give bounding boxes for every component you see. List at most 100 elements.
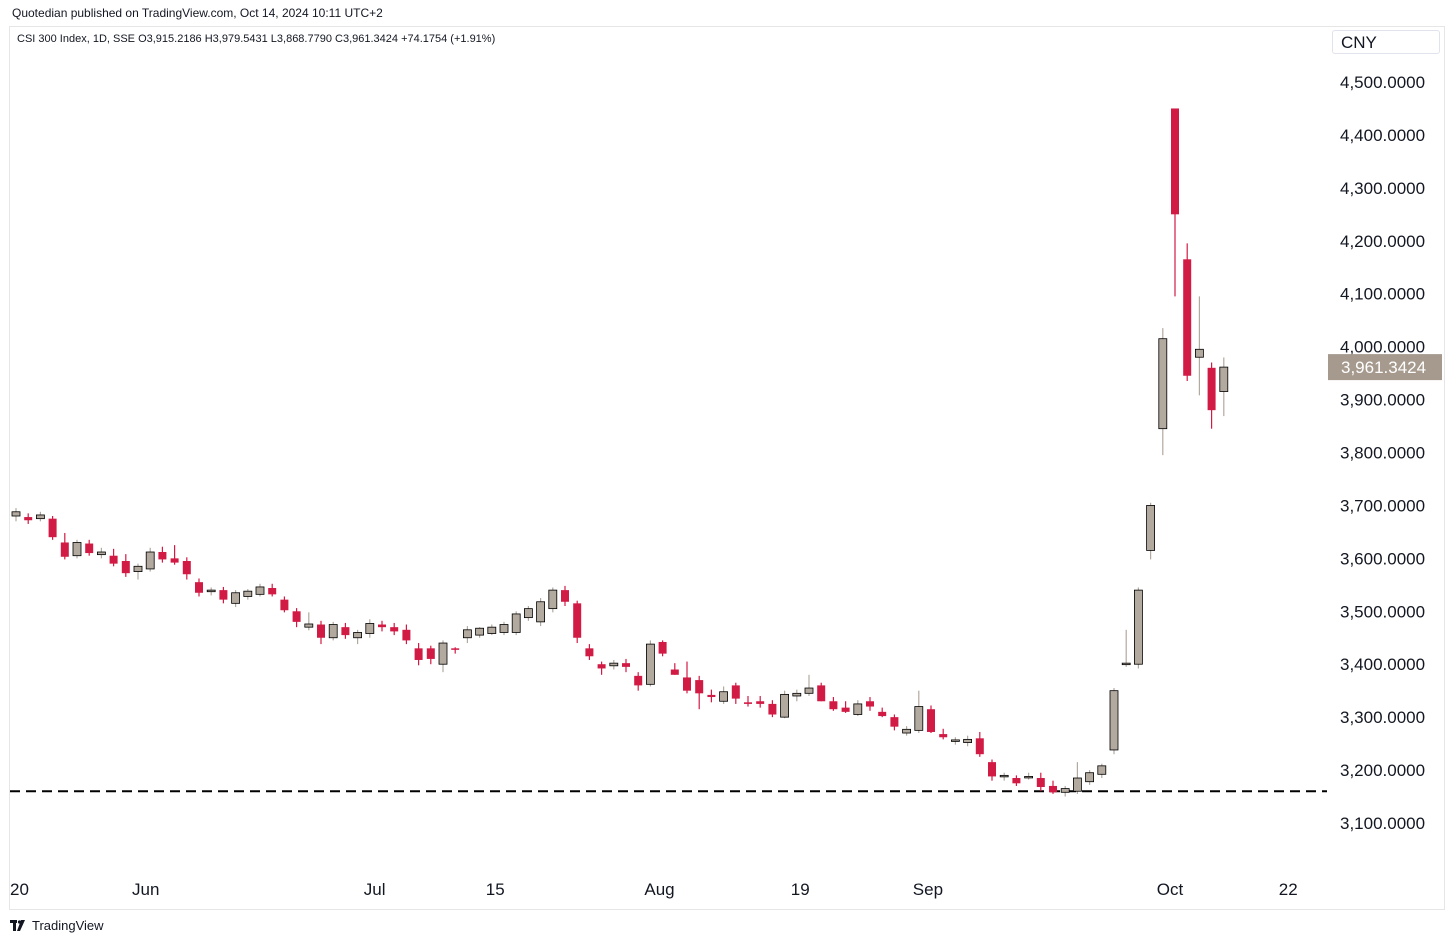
candle-body — [268, 587, 277, 595]
candle-body — [36, 514, 45, 520]
x-tick-label: Oct — [1157, 880, 1184, 899]
candle-body — [768, 703, 777, 715]
candle-body — [841, 707, 850, 712]
x-tick-label: Jun — [132, 880, 159, 899]
candle-body — [475, 627, 485, 636]
candle-body — [597, 664, 606, 669]
x-tick-label: Sep — [913, 880, 943, 899]
candle-body — [695, 680, 704, 694]
candle-body — [170, 558, 179, 563]
candle-body — [158, 552, 167, 560]
candle-body — [914, 706, 924, 731]
candle-body — [462, 629, 472, 639]
candle-body — [1060, 788, 1070, 793]
footer-brand: TradingView — [32, 918, 104, 933]
candle-body — [999, 774, 1009, 778]
candle-body — [24, 517, 33, 521]
y-tick-label: 4,500.0000 — [1340, 73, 1425, 92]
y-tick-label: 3,300.0000 — [1340, 708, 1425, 727]
candle-body — [451, 648, 460, 650]
candle-body — [402, 629, 411, 641]
y-tick-label: 4,400.0000 — [1340, 126, 1425, 145]
candle-body — [1049, 785, 1057, 793]
candle-body — [1036, 778, 1045, 788]
candle-body — [304, 623, 314, 628]
candle-body — [243, 590, 253, 597]
candle-body — [1183, 259, 1192, 376]
candle-body — [133, 565, 143, 572]
candle-body — [585, 648, 594, 657]
currency-button[interactable]: CNY — [1332, 30, 1440, 54]
y-tick-label: 4,200.0000 — [1340, 232, 1425, 251]
candle-body — [829, 701, 838, 710]
candle-body — [341, 627, 350, 636]
publish-line: Quotedian published on TradingView.com, … — [12, 6, 383, 20]
candle-body — [1121, 662, 1131, 666]
y-tick-label: 4,300.0000 — [1340, 179, 1425, 198]
candle-body — [414, 648, 423, 660]
last-price-label: 3,961.3424 — [1341, 358, 1426, 377]
candle-body — [85, 543, 94, 554]
candle-body — [683, 677, 691, 691]
y-tick-label: 3,100.0000 — [1340, 814, 1425, 833]
candle-body — [255, 586, 265, 595]
candle-body — [109, 555, 118, 564]
candle-body — [804, 687, 814, 694]
candle-body — [524, 608, 533, 619]
candle-body — [561, 590, 569, 602]
candle-body — [317, 624, 325, 638]
candle-body — [927, 709, 935, 732]
candle-body — [121, 561, 130, 574]
y-tick-label: 4,000.0000 — [1340, 338, 1425, 357]
candle-body — [756, 701, 765, 704]
candle-body — [499, 624, 509, 633]
candle-body — [1073, 777, 1082, 792]
candle-body — [182, 561, 191, 575]
candle-body — [1134, 589, 1143, 665]
chart-frame — [9, 26, 1445, 910]
candle-body — [634, 675, 643, 686]
candle-body — [866, 701, 874, 707]
y-tick-label: 4,100.0000 — [1340, 285, 1425, 304]
candle-body — [48, 518, 57, 538]
candle-body — [988, 762, 996, 777]
candle-body — [1195, 348, 1204, 358]
y-tick-label: 3,400.0000 — [1340, 655, 1425, 674]
candle-body — [1024, 776, 1033, 779]
candle-body — [72, 542, 82, 557]
candle-body — [622, 663, 630, 667]
candle-body — [1109, 690, 1119, 751]
candle-body — [1171, 108, 1179, 215]
candle-body — [719, 691, 728, 702]
candle-body — [487, 626, 497, 634]
y-tick-label: 3,600.0000 — [1340, 549, 1425, 568]
candle-body — [658, 641, 667, 654]
y-tick-label: 3,800.0000 — [1340, 444, 1425, 463]
candle-body — [670, 669, 679, 675]
candle-body — [426, 648, 435, 659]
candle-body — [1097, 765, 1107, 775]
x-tick-label: 20 — [10, 880, 29, 899]
candle-body — [744, 702, 752, 704]
y-tick-label: 3,500.0000 — [1340, 602, 1425, 621]
candle-body — [939, 734, 948, 738]
candle-body — [780, 693, 789, 718]
x-tick-label: Aug — [644, 880, 674, 899]
footer: TradingView — [10, 918, 104, 933]
candle-body — [817, 685, 826, 702]
candle-body — [646, 643, 655, 685]
candle-body — [792, 692, 802, 697]
candle-body — [1219, 366, 1229, 392]
candle-body — [438, 642, 448, 665]
candle-body — [707, 694, 716, 698]
candle-body — [1012, 778, 1021, 784]
candle-body — [853, 703, 863, 715]
candle-body — [11, 511, 21, 517]
candle-body — [231, 592, 241, 604]
x-tick-label: 22 — [1279, 880, 1298, 899]
candle-body — [195, 582, 203, 593]
y-tick-label: 3,200.0000 — [1340, 761, 1425, 780]
candle-body — [951, 739, 960, 742]
candle-body — [975, 738, 984, 755]
